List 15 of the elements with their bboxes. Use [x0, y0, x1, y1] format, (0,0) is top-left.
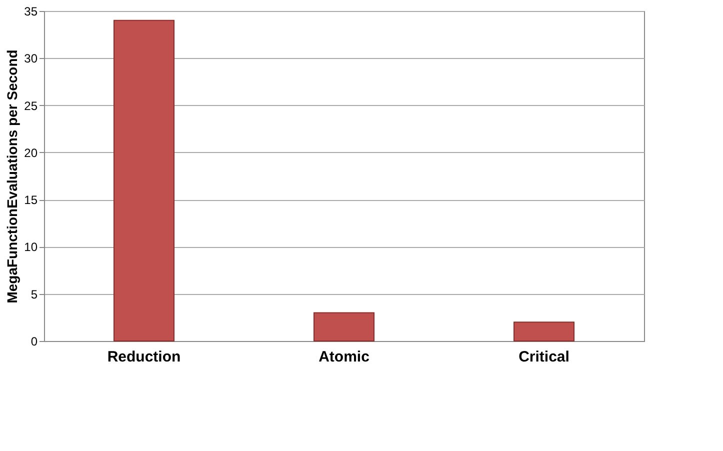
y-tick-label: 15 [24, 193, 38, 208]
y-tick-label: 0 [30, 334, 38, 348]
y-tick-label: 5 [30, 287, 38, 302]
y-axis-title: MegaFunctionEvaluations per Second [4, 50, 20, 304]
x-tick-label: Critical [518, 348, 570, 366]
y-tick-label: 25 [24, 98, 38, 113]
y-tick-label: 10 [24, 240, 38, 254]
bar [114, 20, 174, 342]
y-tick-label: 20 [24, 146, 38, 160]
x-tick-label: Reduction [107, 348, 181, 366]
y-tick-label: 35 [24, 4, 38, 18]
bar [314, 312, 374, 342]
bar [514, 322, 574, 342]
y-tick-label: 30 [24, 52, 38, 66]
x-tick-label: Atomic [318, 348, 370, 366]
